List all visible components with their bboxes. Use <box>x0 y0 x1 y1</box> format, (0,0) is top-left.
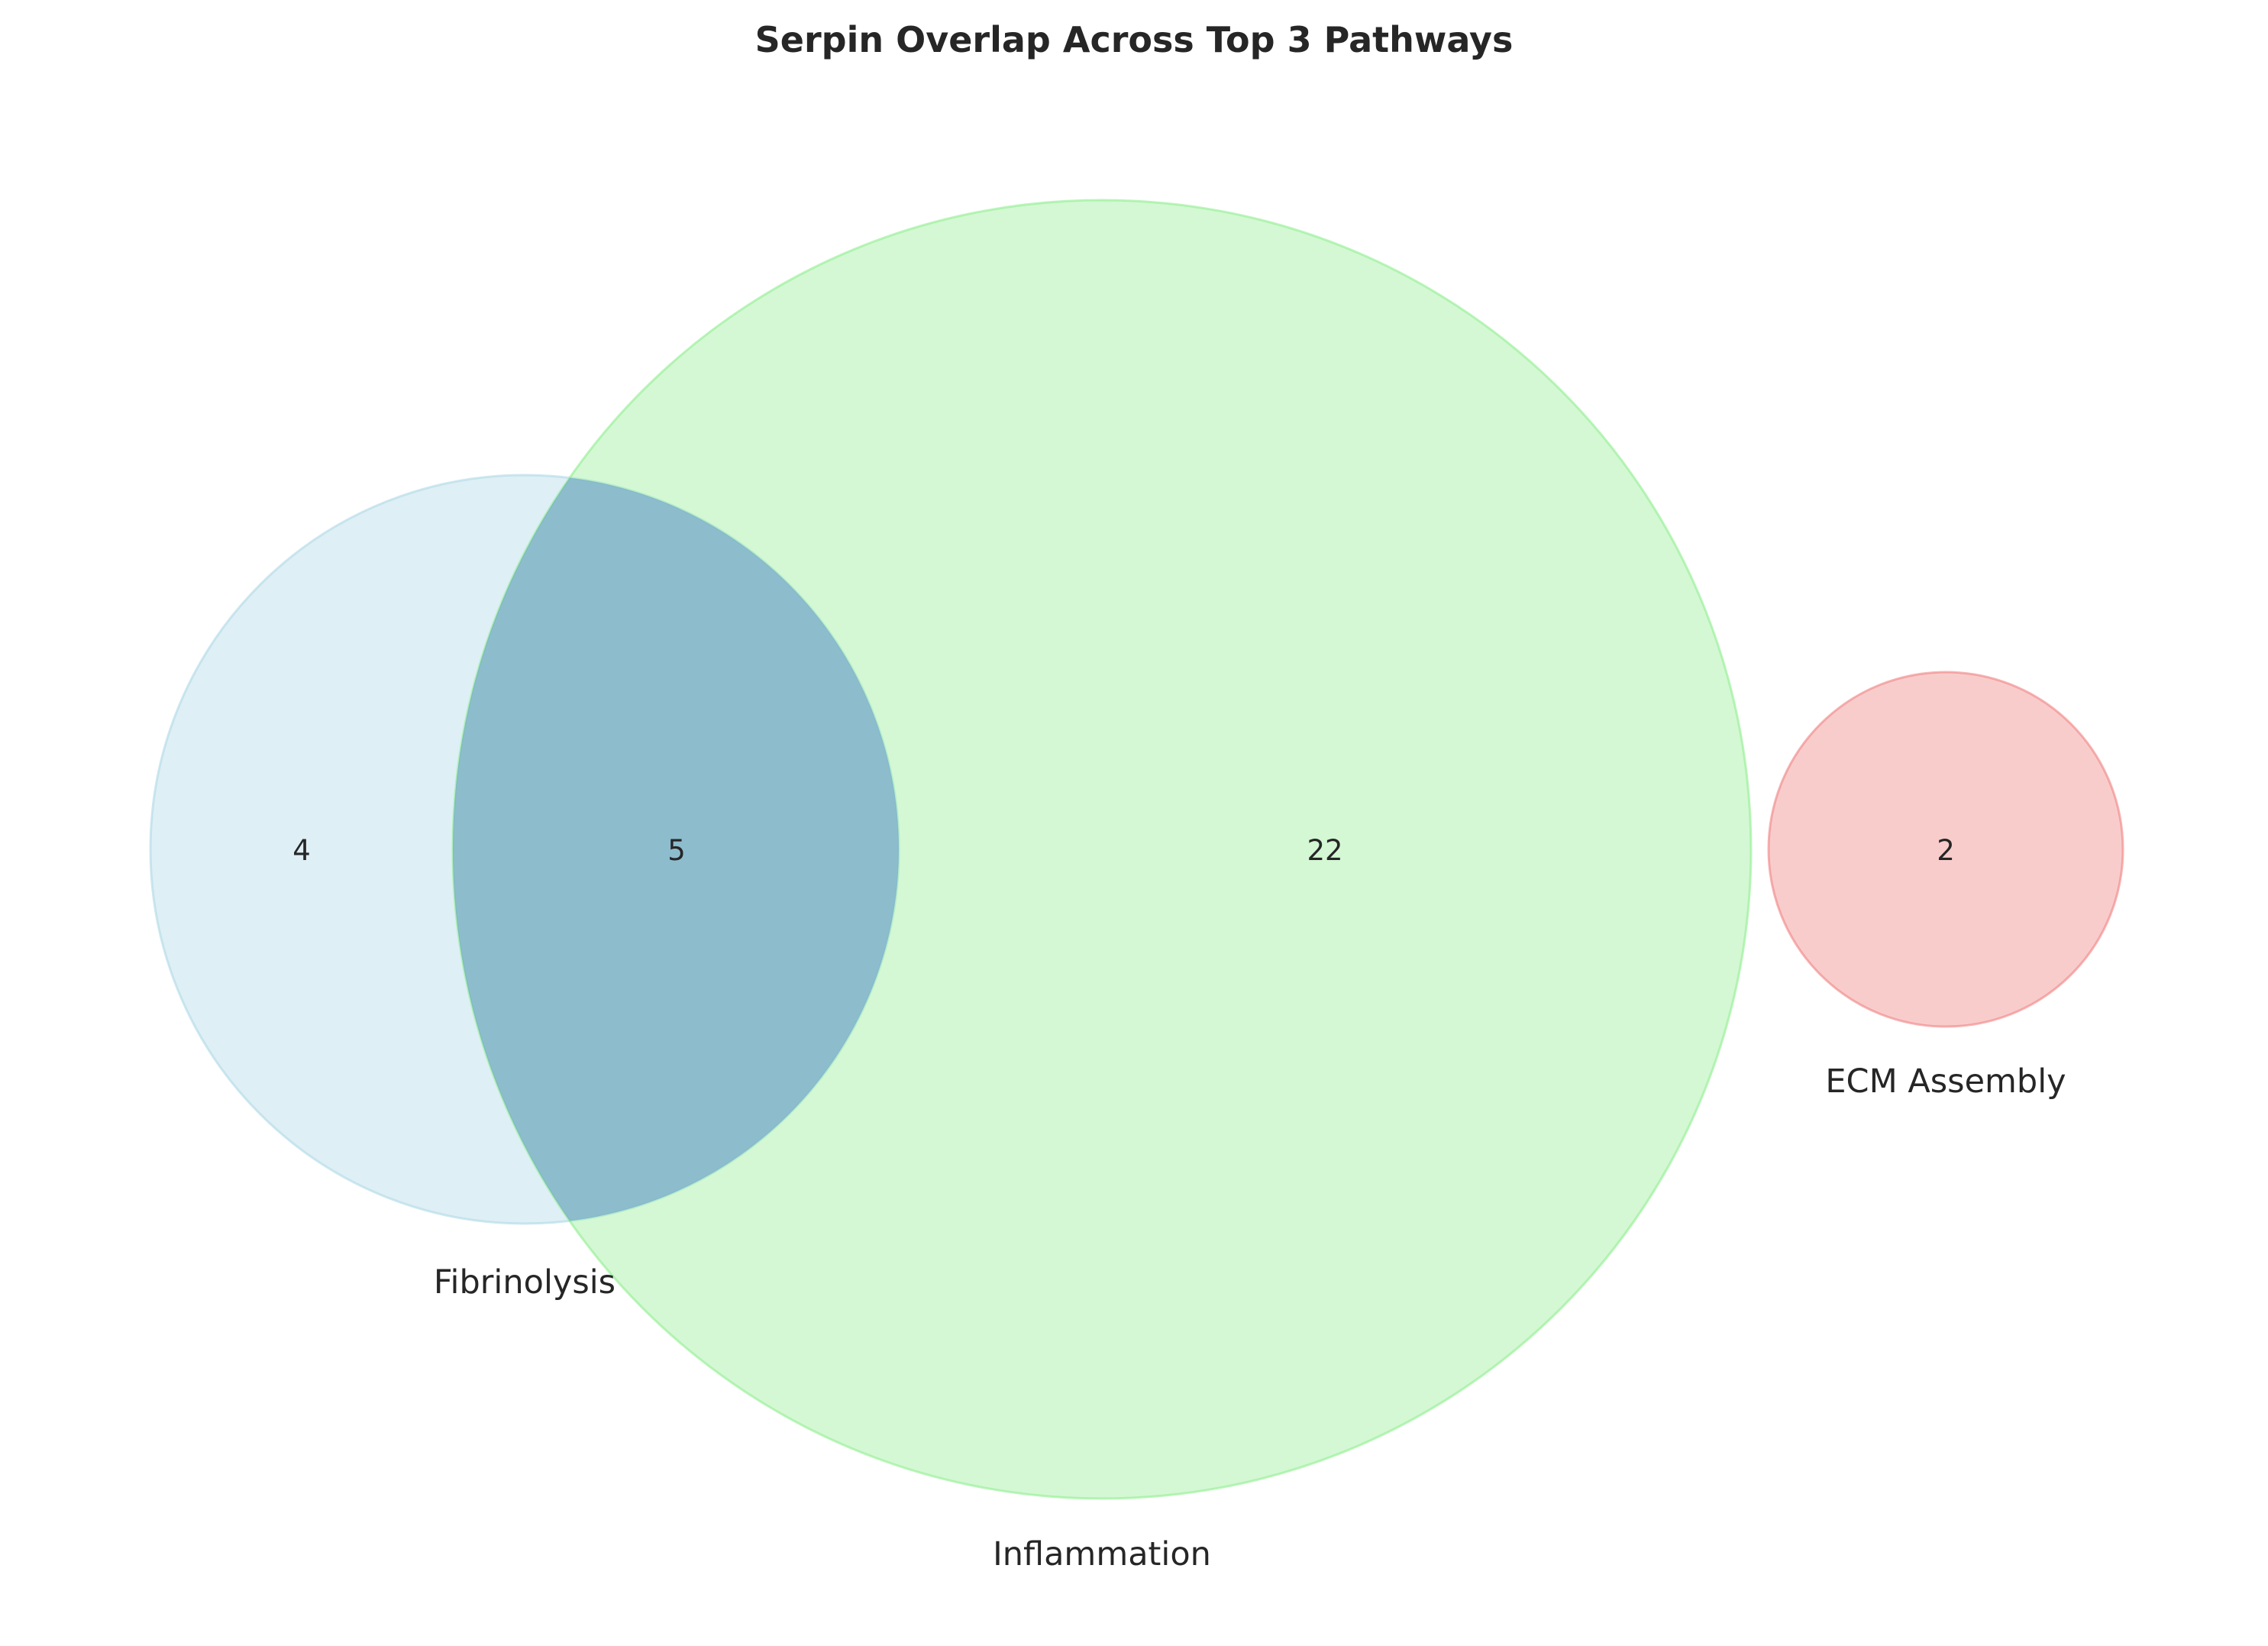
fibrinolysis-only-count: 4 <box>292 834 311 867</box>
fibrinolysis-inflammation-count: 5 <box>667 834 686 867</box>
ecm-assembly-circle <box>1767 671 2124 1028</box>
chart-title: Serpin Overlap Across Top 3 Pathways <box>755 19 1514 60</box>
inflammation-label: Inflammation <box>993 1535 1211 1573</box>
ecm-assembly-label: ECM Assembly <box>1825 1062 2066 1101</box>
fibrinolysis-label: Fibrinolysis <box>434 1263 615 1302</box>
inflammation-only-count: 22 <box>1307 834 1342 867</box>
ecm-only-count: 2 <box>1937 834 1955 867</box>
